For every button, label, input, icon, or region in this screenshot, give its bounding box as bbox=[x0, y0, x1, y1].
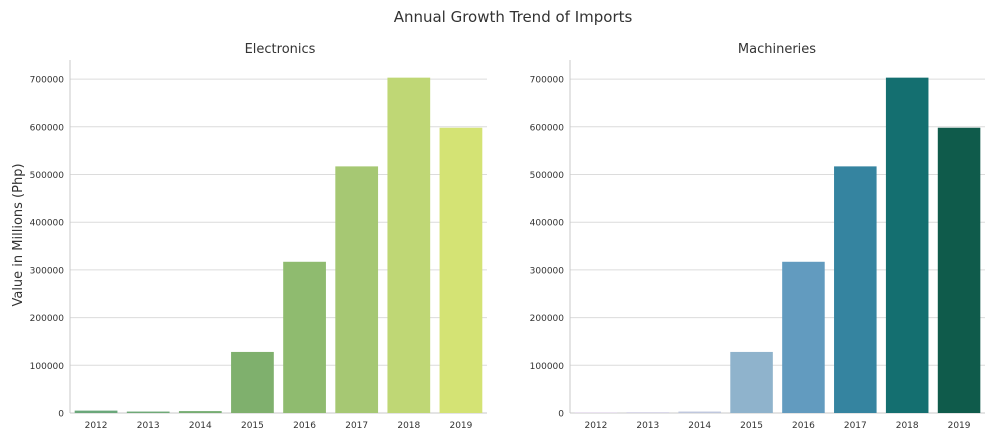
bar-2014 bbox=[678, 411, 721, 413]
x-tick-label: 2018 bbox=[397, 421, 420, 431]
bar-2018 bbox=[387, 77, 431, 414]
x-tick-label: 2019 bbox=[948, 421, 971, 431]
x-tick-label: 2014 bbox=[189, 421, 212, 431]
y-tick-label: 100000 bbox=[30, 362, 65, 372]
bar-2015 bbox=[231, 351, 274, 413]
y-tick-label: 500000 bbox=[530, 171, 565, 181]
y-tick-label: 700000 bbox=[30, 76, 65, 86]
x-tick-label: 2013 bbox=[636, 421, 659, 431]
bar-2019 bbox=[439, 127, 483, 413]
x-tick-label: 2015 bbox=[241, 421, 264, 431]
y-axis-label: Value in Millions (Php) bbox=[11, 163, 26, 306]
bar-2016 bbox=[283, 261, 326, 413]
chart-title-electronics: Electronics bbox=[245, 42, 316, 57]
bar-2019 bbox=[937, 127, 981, 413]
y-tick-label: 0 bbox=[558, 410, 564, 420]
chart-panel-electronics: 0 100000 200000 300000 400000 500000 600000 700… bbox=[30, 60, 487, 431]
y-tick-label: 200000 bbox=[30, 314, 65, 324]
x-tick-label: 2014 bbox=[688, 421, 711, 431]
x-tick-label: 2016 bbox=[293, 421, 316, 431]
y-tick-label: 400000 bbox=[530, 219, 565, 229]
x-tick-label: 2019 bbox=[449, 421, 472, 431]
bar-2017 bbox=[335, 166, 379, 413]
bar-2012 bbox=[74, 410, 118, 413]
x-tick-label: 2012 bbox=[584, 421, 607, 431]
y-tick-label: 600000 bbox=[30, 123, 65, 133]
x-tick-label: 2012 bbox=[85, 421, 108, 431]
y-tick-label: 700000 bbox=[530, 76, 565, 86]
bar-2015 bbox=[730, 351, 773, 413]
y-tick-label: 200000 bbox=[530, 314, 565, 324]
y-tick-label: 0 bbox=[58, 410, 64, 420]
x-tick-label: 2017 bbox=[345, 421, 368, 431]
y-tick-label: 300000 bbox=[530, 266, 565, 276]
x-tick-label: 2018 bbox=[896, 421, 919, 431]
x-tick-label: 2017 bbox=[844, 421, 867, 431]
chart-title-machineries: Machineries bbox=[738, 42, 816, 57]
bar-2013 bbox=[626, 412, 670, 413]
y-tick-label: 100000 bbox=[530, 362, 565, 372]
bar-2013 bbox=[126, 411, 170, 413]
x-tick-label: 2016 bbox=[792, 421, 815, 431]
x-tick-label: 2015 bbox=[740, 421, 763, 431]
y-tick-label: 500000 bbox=[30, 171, 65, 181]
figure-title: Annual Growth Trend of Imports bbox=[394, 8, 633, 26]
x-tick-label: 2013 bbox=[137, 421, 160, 431]
bar-2016 bbox=[782, 261, 825, 413]
y-tick-label: 400000 bbox=[30, 219, 65, 229]
bar-2012 bbox=[574, 412, 618, 413]
y-tick-label: 300000 bbox=[30, 266, 65, 276]
bar-2017 bbox=[834, 166, 877, 413]
chart-panel-machineries: 0 100000 200000 300000 400000 500000 600000 700… bbox=[530, 60, 985, 431]
bar-2014 bbox=[178, 411, 222, 413]
y-tick-label: 600000 bbox=[530, 123, 565, 133]
bar-2018 bbox=[885, 77, 929, 414]
